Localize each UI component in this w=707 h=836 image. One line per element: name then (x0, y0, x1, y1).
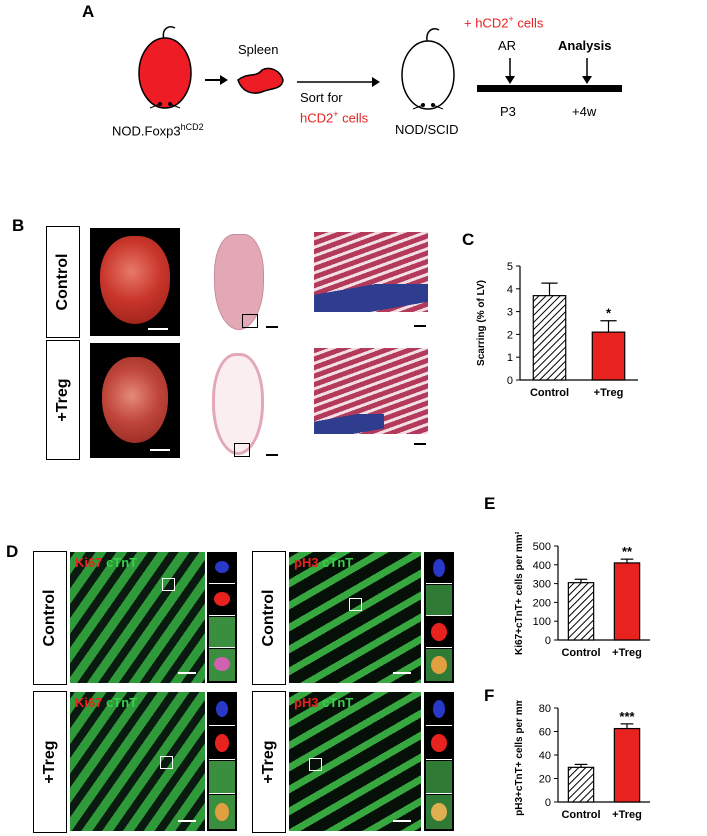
panel-e-label: E (484, 494, 496, 513)
cells-label: + hCD2+ cells (464, 14, 544, 31)
spleen-label: Spleen (238, 42, 279, 57)
y-tick-label: 400 (533, 560, 551, 572)
panel-f-label: F (484, 686, 495, 705)
donor-label: NOD.Foxp3hCD2 (112, 122, 204, 139)
y-tick-label: 2 (507, 329, 513, 341)
section-overview-control (200, 228, 280, 336)
y-tick-label: 0 (545, 797, 551, 809)
panel-c-label: C (462, 230, 475, 249)
chart-f: 0 20 40 60 80 pH3+cTnT+ cells per mm² Control *… (514, 700, 650, 821)
y-axis-label: pH3+cTnT+ cells per mm² (514, 700, 525, 816)
trichrome-zoom-treg (314, 348, 428, 456)
row-label-control-d-left: Control (33, 551, 67, 685)
y-tick-label: 100 (533, 616, 551, 628)
row-label-control-d-right: Control (252, 551, 286, 685)
y-tick-label: 1 (507, 352, 513, 364)
donor-mouse-icon (138, 26, 192, 109)
zoom-strip-ki67-control (207, 552, 237, 683)
significance-marker: ** (622, 544, 633, 559)
zoom-strip-ki67-treg (207, 692, 237, 831)
significance-marker: * (606, 306, 612, 321)
row-label-treg-b: +Treg (46, 340, 80, 460)
panel-a-label: A (82, 2, 95, 21)
trichrome-zoom-control (314, 232, 428, 335)
bar-control (567, 582, 595, 641)
arrow-icon (205, 75, 228, 85)
timeline-bar (477, 85, 622, 92)
significance-marker: *** (619, 709, 635, 724)
y-tick-label: 80 (539, 703, 551, 715)
y-tick-label: 20 (539, 774, 551, 786)
chart-e: 0 100 200 300 400 500 Ki67+cTnT+ cells per mm²… (514, 532, 650, 659)
y-tick-label: 60 (539, 727, 551, 739)
section-overview-treg (200, 343, 280, 458)
chart-c: 0 1 2 3 4 5 Scarring (% of LV) Control * +Treg (476, 261, 638, 399)
panel-b-label: B (12, 216, 25, 235)
bar-treg (613, 562, 641, 641)
sort-label: Sort for hCD2+ cells (300, 90, 369, 126)
y-tick-label: 200 (533, 597, 551, 609)
category-label: +Treg (612, 809, 642, 821)
category-label: +Treg (612, 647, 642, 659)
y-tick-label: 0 (545, 635, 551, 647)
if-image-ki67-treg: Ki67 cTnT (70, 692, 205, 831)
p3-label: P3 (500, 104, 516, 119)
heart-image-treg (90, 343, 180, 458)
y-tick-label: 4 (507, 284, 513, 296)
row-label-control-b: Control (46, 226, 80, 338)
y-tick-label: 5 (507, 261, 513, 273)
category-label: Control (561, 647, 600, 659)
bar-treg (613, 727, 641, 803)
row-label-treg-d-left: +Treg (33, 691, 67, 833)
spleen-icon (237, 67, 284, 94)
if-image-ph3-treg: pH3 cTnT (289, 692, 421, 831)
row-label-treg-d-right: +Treg (252, 691, 286, 833)
w4-label: +4w (572, 104, 597, 119)
y-tick-label: 500 (533, 541, 551, 553)
panel-a-schematic (138, 26, 622, 110)
zoom-strip-ph3-control (424, 552, 454, 683)
y-axis-label: Scarring (% of LV) (476, 280, 487, 366)
sort-arrow-icon (297, 77, 380, 87)
if-image-ph3-control: pH3 cTnT (289, 552, 421, 683)
recipient-label: NOD/SCID (395, 122, 459, 137)
y-tick-label: 0 (507, 375, 513, 387)
zoom-strip-ph3-treg (424, 692, 454, 831)
if-image-ki67-control: Ki67 cTnT (70, 552, 205, 683)
y-tick-label: 300 (533, 579, 551, 591)
bar-control (567, 766, 595, 803)
category-label: Control (530, 387, 569, 399)
panel-d-label: D (6, 542, 19, 561)
heart-image-control (90, 228, 180, 336)
analysis-label: Analysis (558, 38, 612, 53)
ar-label: AR (498, 38, 517, 53)
y-tick-label: 40 (539, 750, 551, 762)
category-label: +Treg (594, 387, 624, 399)
category-label: Control (561, 809, 600, 821)
bar-treg (591, 331, 626, 381)
bar-control (532, 295, 567, 381)
recipient-mouse-icon (401, 28, 455, 110)
y-axis-label: Ki67+cTnT+ cells per mm² (514, 532, 525, 655)
y-tick-label: 3 (507, 307, 513, 319)
